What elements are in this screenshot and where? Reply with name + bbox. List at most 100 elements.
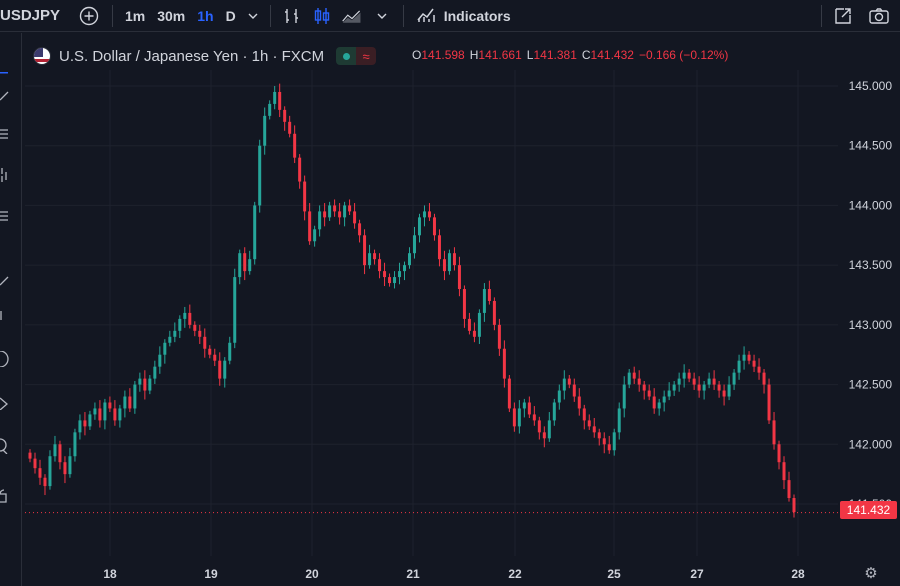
crosshair-icon[interactable]	[0, 61, 10, 74]
candle-body	[178, 318, 182, 331]
area-style-icon[interactable]	[341, 5, 363, 27]
candle-body	[442, 259, 446, 272]
candle-body	[313, 229, 317, 242]
candle-body	[108, 402, 112, 409]
candle-body	[427, 211, 431, 218]
candle-body	[497, 324, 501, 349]
candle-body	[243, 253, 247, 272]
camera-icon[interactable]	[868, 5, 890, 27]
candle-body	[393, 277, 397, 284]
x-tick-label: 28	[791, 567, 805, 581]
candle-body	[33, 458, 37, 469]
candle-body	[73, 432, 77, 457]
zoom-icon[interactable]	[0, 438, 10, 455]
trend-line-icon[interactable]	[0, 88, 10, 101]
candle-body	[647, 390, 651, 397]
candle-body	[83, 420, 87, 427]
candle-body	[118, 408, 122, 421]
candle-body	[148, 378, 152, 391]
emoji-icon[interactable]	[0, 350, 10, 368]
candle-body	[707, 378, 711, 385]
candle-body	[238, 253, 242, 278]
candle-body	[408, 253, 412, 266]
interval-d[interactable]: D	[225, 7, 236, 24]
pencil-icon[interactable]	[0, 396, 10, 411]
candle-body	[268, 103, 272, 116]
candle-body	[742, 354, 746, 361]
chevron-down-icon[interactable]	[242, 5, 264, 27]
candle-body	[248, 259, 252, 272]
market-open-icon	[336, 47, 357, 65]
candle-body	[133, 384, 137, 409]
candle-body	[168, 336, 172, 343]
market-status[interactable]: ≈	[336, 47, 377, 65]
candle-body	[762, 372, 766, 385]
data-feed-icon: ≈	[356, 47, 377, 65]
candle-body	[58, 444, 62, 463]
plus-circle-icon[interactable]	[78, 5, 100, 27]
candle-body	[617, 408, 621, 433]
toolbar-divider	[112, 4, 113, 27]
candle-body	[213, 354, 217, 361]
candle-body	[123, 396, 127, 409]
candle-body	[432, 217, 436, 236]
candles-style-icon[interactable]	[311, 5, 333, 27]
candle-body	[43, 477, 47, 487]
candle-body	[712, 378, 716, 385]
candle-body	[68, 456, 72, 475]
lock-icon[interactable]	[0, 488, 10, 503]
bar-chart-style-icon[interactable]	[281, 5, 303, 27]
y-tick-label: 142.000	[849, 437, 893, 451]
candle-body	[537, 420, 541, 433]
fullscreen-icon[interactable]	[832, 5, 854, 27]
chart-grid	[25, 70, 838, 556]
open-key: O	[412, 48, 422, 62]
symbol-search[interactable]: USDJPY	[0, 7, 61, 24]
candle-body	[737, 360, 741, 373]
candle-body	[78, 420, 82, 433]
settings-gear-icon[interactable]: ⚙	[864, 565, 878, 582]
interval-30m[interactable]: 30m	[157, 7, 186, 24]
text-tool-icon[interactable]	[0, 273, 10, 286]
fib-retracement-icon[interactable]	[0, 127, 10, 139]
pattern-icon[interactable]	[0, 208, 10, 221]
candle-body	[348, 205, 352, 212]
candle-body	[727, 384, 731, 397]
open-value: 141.598	[421, 48, 465, 62]
candle-body	[183, 312, 187, 319]
x-tick-label: 25	[607, 567, 621, 581]
chevron-down-icon[interactable]	[371, 5, 393, 27]
candle-body	[687, 372, 691, 379]
candle-body	[263, 115, 267, 146]
candle-body	[532, 414, 536, 421]
candle-body	[88, 414, 92, 427]
candle-body	[138, 378, 142, 385]
time-axis: 18 19 20 21 22 25 27 28	[103, 567, 805, 581]
candle-body	[173, 330, 177, 337]
interval-1m[interactable]: 1m	[125, 7, 146, 24]
indicators-button[interactable]: Indicators	[416, 4, 511, 27]
interval-1h[interactable]: 1h	[197, 7, 214, 24]
candle-body	[767, 384, 771, 421]
candle-body	[412, 235, 416, 254]
candle-body	[303, 181, 307, 212]
brush-icon[interactable]	[0, 168, 10, 182]
y-tick-label: 145.000	[849, 79, 893, 93]
candle-body	[477, 312, 481, 337]
candle-body	[692, 378, 696, 385]
candle-body	[143, 378, 147, 391]
candle-body	[223, 360, 227, 379]
ruler-icon[interactable]	[0, 308, 10, 320]
candle-body	[787, 480, 791, 499]
last-price-label: 141.432	[840, 501, 897, 519]
candle-body	[587, 420, 591, 427]
y-tick-label: 144.000	[849, 198, 893, 212]
candle-body	[562, 378, 566, 391]
candle-body	[158, 354, 162, 367]
candle-body	[28, 452, 32, 459]
candle-body	[288, 121, 292, 134]
chart-title[interactable]: U.S. Dollar / Japanese Yen · 1h · FXCM	[59, 47, 325, 65]
candle-body	[527, 402, 531, 415]
candle-body	[188, 312, 192, 325]
